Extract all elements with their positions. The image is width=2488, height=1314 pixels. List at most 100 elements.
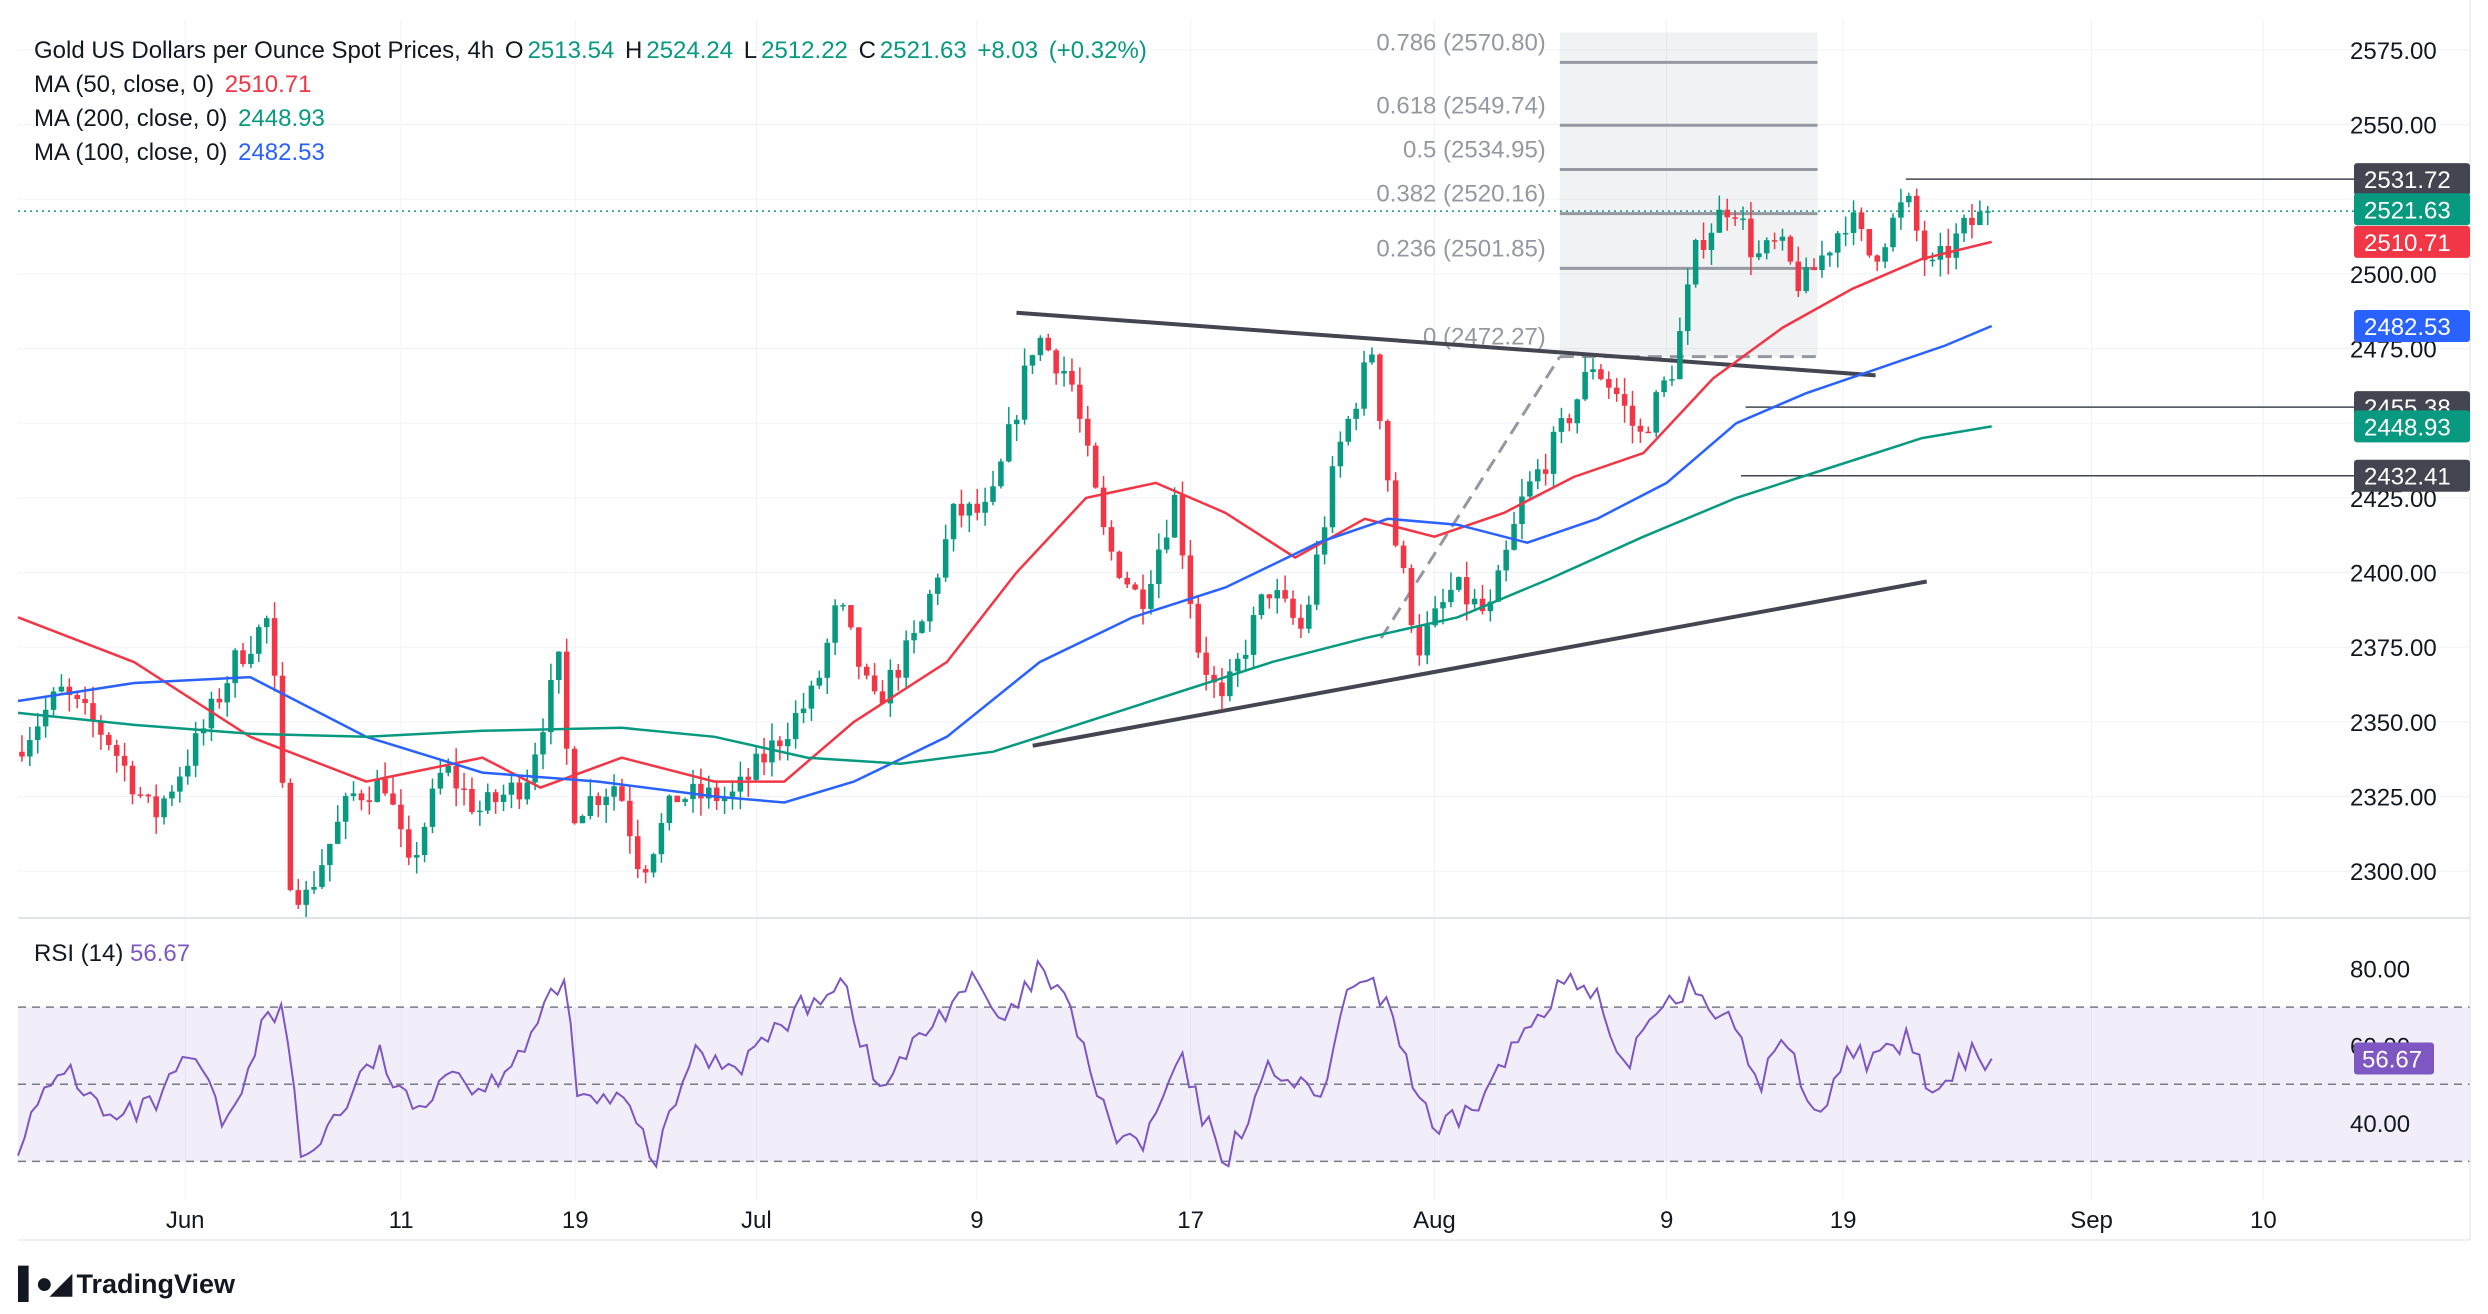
candle[interactable]: [998, 458, 1004, 489]
candle[interactable]: [1882, 243, 1888, 269]
candle[interactable]: [627, 786, 633, 854]
candle[interactable]: [232, 648, 238, 698]
candle[interactable]: [1092, 442, 1099, 489]
candle[interactable]: [1692, 238, 1699, 288]
candle[interactable]: [563, 638, 570, 765]
price-label-last-price[interactable]: 2521.63: [2354, 193, 2470, 226]
candle[interactable]: [840, 602, 846, 611]
candle[interactable]: [271, 602, 278, 692]
candle[interactable]: [974, 488, 980, 521]
candle[interactable]: [674, 795, 680, 803]
candle[interactable]: [895, 664, 902, 691]
candle[interactable]: [903, 630, 909, 689]
candle[interactable]: [1116, 550, 1123, 580]
candle[interactable]: [1621, 378, 1628, 423]
candle[interactable]: [1187, 540, 1194, 619]
candle[interactable]: [1661, 376, 1667, 397]
candle[interactable]: [1313, 540, 1320, 611]
candle[interactable]: [548, 663, 554, 745]
indicator-legend-ma200[interactable]: MA (200, close, 0) 2448.93: [34, 104, 329, 134]
candle[interactable]: [1550, 426, 1557, 488]
candle[interactable]: [1787, 234, 1794, 265]
indicator-legend-ma50[interactable]: MA (50, close, 0) 2510.71: [34, 70, 316, 100]
candle[interactable]: [477, 800, 483, 826]
candle[interactable]: [1953, 223, 1959, 270]
candle[interactable]: [595, 792, 602, 818]
price-label-ma200[interactable]: 2448.93: [2354, 410, 2470, 443]
candle[interactable]: [1740, 206, 1746, 230]
candle[interactable]: [1084, 406, 1091, 457]
candle[interactable]: [1756, 240, 1762, 261]
price-label-resistance[interactable]: 2531.72: [2354, 163, 2470, 196]
candle[interactable]: [540, 718, 546, 770]
candle[interactable]: [982, 487, 988, 526]
candle[interactable]: [832, 599, 838, 655]
candle[interactable]: [1337, 431, 1344, 478]
tradingview-logo[interactable]: ▌●◢ TradingView: [18, 1266, 235, 1301]
candle[interactable]: [642, 865, 649, 884]
candle[interactable]: [1479, 584, 1486, 615]
candle[interactable]: [1890, 213, 1896, 252]
candle[interactable]: [1606, 371, 1612, 400]
candle[interactable]: [532, 742, 538, 791]
candle[interactable]: [350, 781, 357, 801]
candle[interactable]: [1227, 658, 1233, 702]
candle[interactable]: [500, 784, 507, 812]
candle[interactable]: [1353, 402, 1359, 431]
candle[interactable]: [342, 792, 349, 840]
candle[interactable]: [169, 785, 175, 807]
candle[interactable]: [1306, 595, 1312, 634]
candle[interactable]: [1171, 487, 1178, 539]
candle[interactable]: [508, 776, 515, 809]
rsi-legend[interactable]: RSI (14) 56.67: [34, 940, 190, 968]
candle[interactable]: [824, 638, 830, 694]
candle[interactable]: [1069, 358, 1075, 392]
candle[interactable]: [1763, 237, 1770, 260]
candle[interactable]: [311, 871, 317, 894]
candle[interactable]: [1534, 459, 1541, 490]
candle[interactable]: [1345, 415, 1352, 446]
candle[interactable]: [721, 786, 728, 815]
candle[interactable]: [1377, 353, 1383, 430]
candle[interactable]: [942, 524, 949, 582]
candle[interactable]: [1716, 195, 1723, 233]
candle[interactable]: [295, 879, 302, 910]
candle[interactable]: [1400, 540, 1407, 574]
candle[interactable]: [1124, 571, 1130, 589]
candle[interactable]: [1424, 611, 1430, 665]
candle[interactable]: [1582, 356, 1588, 401]
candle[interactable]: [1558, 407, 1565, 444]
candle[interactable]: [1677, 317, 1683, 380]
candle[interactable]: [966, 501, 973, 533]
candle[interactable]: [634, 819, 641, 879]
candle[interactable]: [856, 627, 862, 680]
candle[interactable]: [1819, 240, 1825, 278]
candle[interactable]: [390, 777, 396, 806]
candle[interactable]: [1574, 398, 1580, 434]
candle[interactable]: [1298, 604, 1304, 639]
candle[interactable]: [184, 749, 191, 785]
candle[interactable]: [1179, 481, 1186, 569]
candle[interactable]: [413, 841, 420, 874]
candle[interactable]: [27, 726, 33, 767]
candle[interactable]: [1803, 257, 1809, 294]
candle[interactable]: [1077, 367, 1083, 433]
candle[interactable]: [66, 678, 73, 712]
candle[interactable]: [713, 780, 720, 810]
candle[interactable]: [1037, 335, 1044, 361]
candle[interactable]: [42, 697, 49, 738]
candle[interactable]: [1456, 576, 1462, 592]
candle[interactable]: [224, 676, 230, 717]
candle[interactable]: [879, 680, 886, 704]
candle[interactable]: [1874, 254, 1880, 271]
candle[interactable]: [113, 739, 120, 773]
price-pane[interactable]: 0.786 (2570.80) 0.618 (2549.74) 0.5 (2534.…: [0, 0, 2470, 1240]
candle[interactable]: [1598, 364, 1604, 381]
candle[interactable]: [1511, 511, 1517, 551]
candle[interactable]: [1132, 582, 1138, 591]
candle[interactable]: [1811, 258, 1817, 271]
candle[interactable]: [1266, 593, 1273, 609]
candle[interactable]: [90, 686, 96, 738]
candle[interactable]: [619, 778, 625, 802]
candle[interactable]: [161, 795, 167, 825]
